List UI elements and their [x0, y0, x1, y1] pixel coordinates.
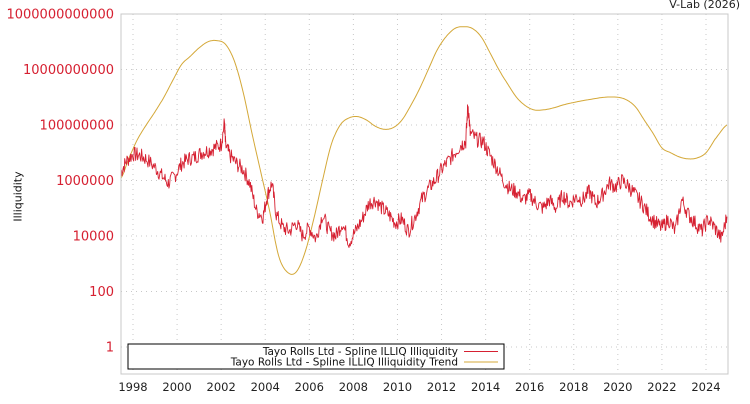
x-tick-label: 2000	[162, 380, 191, 394]
y-tick-label: 1	[106, 341, 114, 356]
y-tick-label: 100000000	[40, 119, 114, 134]
grid-lines	[121, 13, 728, 374]
x-tick-label: 2008	[339, 380, 368, 394]
y-axis-label: Illiquidity	[11, 171, 25, 222]
x-tick-label: 2010	[383, 380, 412, 394]
y-tick-label: 10000	[73, 230, 114, 245]
x-axis-ticks: 1998 2000 2002 2004 2006 2008 2010 2012 2014 2016…	[118, 380, 720, 394]
x-tick-label: 2018	[559, 380, 588, 394]
x-tick-label: 2020	[603, 380, 632, 394]
y-tick-label: 1000000000000	[6, 8, 114, 23]
source-credit: V-Lab (2026)	[669, 0, 740, 11]
x-tick-label: 2004	[251, 380, 280, 394]
x-tick-label: 2022	[647, 380, 676, 394]
legend: Tayo Rolls Ltd - Spline ILLIQ Illiquidit…	[127, 343, 505, 370]
x-tick-label: 2024	[691, 380, 720, 394]
x-tick-label: 2002	[207, 380, 236, 394]
x-tick-label: 2006	[295, 380, 324, 394]
illiquidity-line	[120, 104, 728, 248]
x-tick-label: 2016	[515, 380, 544, 394]
illiquidity-trend-line	[120, 26, 728, 275]
y-tick-label: 1000000	[56, 174, 114, 189]
y-tick-label: 10000000000	[23, 63, 114, 78]
plot-area-border	[120, 13, 729, 375]
x-tick-label: 1998	[118, 380, 147, 394]
legend-label: Tayo Rolls Ltd - Spline ILLIQ Illiquidit…	[230, 357, 458, 369]
y-tick-label: 100	[89, 285, 114, 300]
data-series	[120, 26, 728, 275]
x-tick-label: 2014	[471, 380, 500, 394]
legend-label: Tayo Rolls Ltd - Spline ILLIQ Illiquidit…	[262, 346, 458, 358]
y-axis-ticks: 1000000000000 10000000000 100000000 1000000…	[6, 8, 114, 356]
x-tick-label: 2012	[427, 380, 456, 394]
legend-box	[127, 343, 505, 370]
